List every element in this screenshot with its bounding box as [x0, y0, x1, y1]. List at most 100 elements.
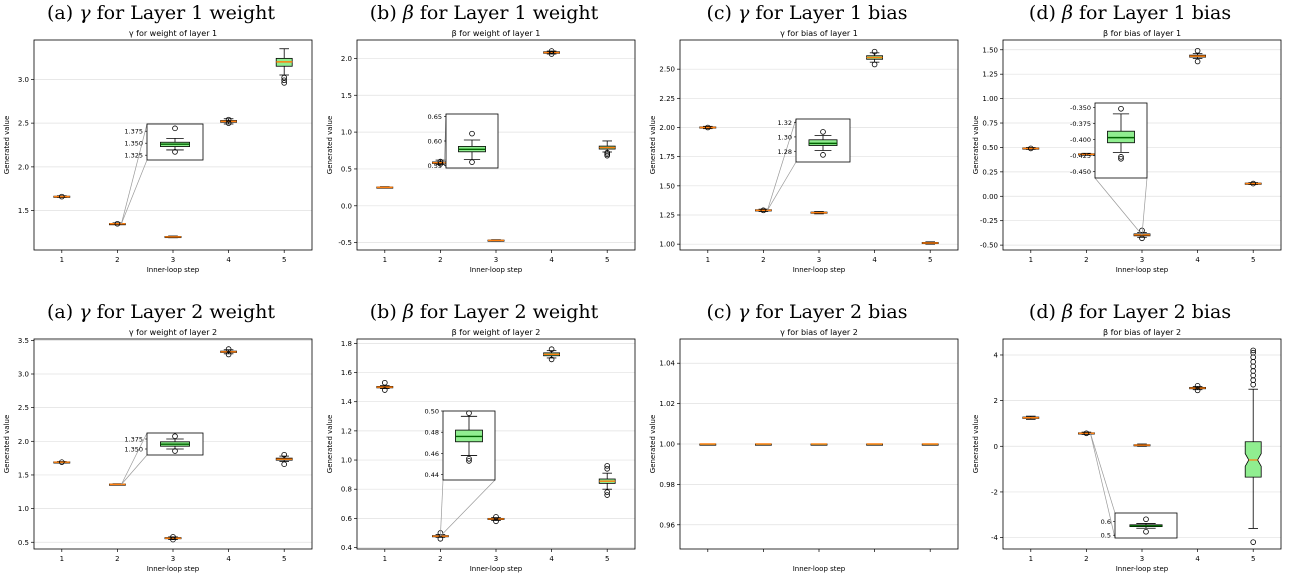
outlier-point	[604, 149, 611, 156]
panel-caption: (b) β for Layer 1 weight	[323, 2, 645, 24]
inset-y-tick-label: -0.400	[1070, 136, 1091, 144]
box-step-5	[1244, 180, 1262, 187]
box-step-3	[164, 235, 182, 239]
outlier-point	[604, 152, 611, 159]
inset-y-tick-label: 0.48	[425, 429, 439, 437]
panel-beta-layer2-bias: (d) β for Layer 2 bias β for bias of lay…	[969, 299, 1291, 584]
box-step-4	[543, 346, 561, 363]
y-tick-label: 3.0	[18, 76, 29, 84]
box-body-inset	[808, 139, 838, 146]
panel-caption: (d) β for Layer 2 bias	[969, 301, 1291, 323]
y-tick-label: -0.5	[338, 239, 352, 247]
x-tick-label: 4	[549, 555, 554, 563]
box-step-1	[1022, 415, 1040, 420]
box-step-5	[921, 443, 939, 446]
caption-text: for Layer 2 weight	[96, 301, 275, 323]
inset-connector	[121, 123, 148, 224]
zoom-inset: -0.350 -0.375 -0.400 -0.425 -0.450	[1070, 102, 1148, 236]
outlier-point	[548, 48, 555, 54]
x-tick-label: 3	[171, 256, 175, 264]
box-step-2	[109, 483, 126, 486]
outlier-point	[604, 489, 611, 495]
box-step-2	[1078, 152, 1095, 156]
outlier-point	[1250, 539, 1257, 545]
inset-connector	[121, 454, 148, 485]
outlier-point	[1194, 387, 1201, 394]
x-tick-label: 4	[226, 256, 231, 264]
caption-prefix: (b)	[369, 301, 397, 323]
y-tick-label: 1.6	[341, 369, 353, 377]
caption-greek: β	[402, 301, 414, 323]
outlier-point	[1250, 372, 1257, 379]
y-tick-label: 1.0	[18, 505, 29, 513]
outlier-point-inset	[820, 129, 826, 135]
y-tick-label: 0.4	[341, 544, 353, 552]
outlier-point-inset	[466, 458, 472, 464]
outlier-point	[704, 124, 711, 131]
y-tick-label: 1.75	[659, 153, 675, 161]
box-step-5	[921, 241, 939, 245]
box-plot: β for bias of layer 1 -0.50 -0.25 0.00 0.25 0…	[972, 29, 1282, 274]
box-step-1	[53, 193, 71, 200]
inset-connector	[1141, 177, 1148, 235]
outlier-point	[604, 151, 611, 158]
outlier-point	[604, 465, 611, 472]
y-tick-label: 2.0	[18, 163, 29, 171]
box-step-5	[598, 140, 616, 159]
outlier-point	[225, 116, 232, 123]
y-tick-label: 0.98	[659, 481, 675, 489]
outlier-point-inset	[469, 130, 475, 137]
outlier-point	[1027, 145, 1034, 152]
inset-connector	[1094, 177, 1143, 236]
box-step-4	[1189, 47, 1207, 65]
box-step-1	[1022, 145, 1040, 152]
outlier-point	[170, 534, 176, 540]
outlier-point	[114, 220, 121, 227]
box-step-3	[1133, 443, 1151, 447]
box-plot: γ for weight of layer 1 1.5 2.0 2.5 3.0 1 2 3 4 5…	[3, 29, 313, 274]
x-axis-label: Inner-loop step	[147, 565, 200, 573]
y-tick-label: 0.50	[982, 144, 998, 152]
x-tick-label: 3	[494, 256, 498, 264]
box-step-4	[866, 443, 884, 446]
caption-prefix: (d)	[1028, 2, 1056, 24]
box-step-5	[275, 48, 293, 86]
panel-beta-layer2-weight: (b) β for Layer 2 weight β for weight of…	[323, 299, 645, 584]
panel-caption: (c) γ for Layer 1 bias	[646, 2, 968, 24]
y-tick-label: -0.50	[980, 242, 998, 250]
inset-connector	[767, 118, 797, 211]
caption-prefix: (a)	[47, 2, 74, 24]
caption-greek: β	[1061, 301, 1073, 323]
x-tick-label: 5	[282, 555, 286, 563]
box-step-1	[53, 459, 71, 465]
y-tick-label: 0.96	[659, 521, 675, 529]
y-tick-label: 1.50	[659, 182, 675, 190]
caption-prefix: (a)	[47, 301, 74, 323]
caption-text: for Layer 1 weight	[96, 2, 275, 24]
inset-connector	[121, 432, 148, 485]
y-axis-label: Generated value	[972, 116, 980, 174]
inset-y-tick-label: 0.5	[1101, 532, 1111, 540]
y-tick-label: 0.8	[341, 486, 352, 494]
chart-title: γ for weight of layer 1	[129, 29, 217, 38]
y-tick-label: 0.25	[982, 168, 998, 176]
x-tick-label: 1	[1029, 256, 1033, 264]
x-axis-label: Inner-loop step	[1116, 565, 1169, 573]
inset-y-tick-label: 1.350	[124, 446, 143, 454]
caption-greek: β	[1061, 2, 1073, 24]
outlier-point	[170, 536, 176, 543]
y-tick-label: 1.00	[659, 441, 675, 449]
outlier-point	[1250, 354, 1257, 361]
box-step-5	[598, 463, 616, 498]
y-tick-label: 0.5	[341, 165, 352, 173]
box-step-3	[487, 239, 505, 242]
outlier-point	[1250, 368, 1257, 374]
y-axis-label: Generated value	[3, 116, 11, 174]
outlier-point-inset	[172, 149, 178, 155]
chart-title: γ for bias of layer 2	[780, 328, 858, 337]
box-step-1	[699, 124, 717, 131]
x-tick-label: 1	[706, 256, 710, 264]
y-tick-label: 0.0	[341, 202, 352, 210]
y-tick-label: 2.5	[18, 404, 29, 412]
inset-y-tick-label: 1.32	[778, 119, 792, 127]
